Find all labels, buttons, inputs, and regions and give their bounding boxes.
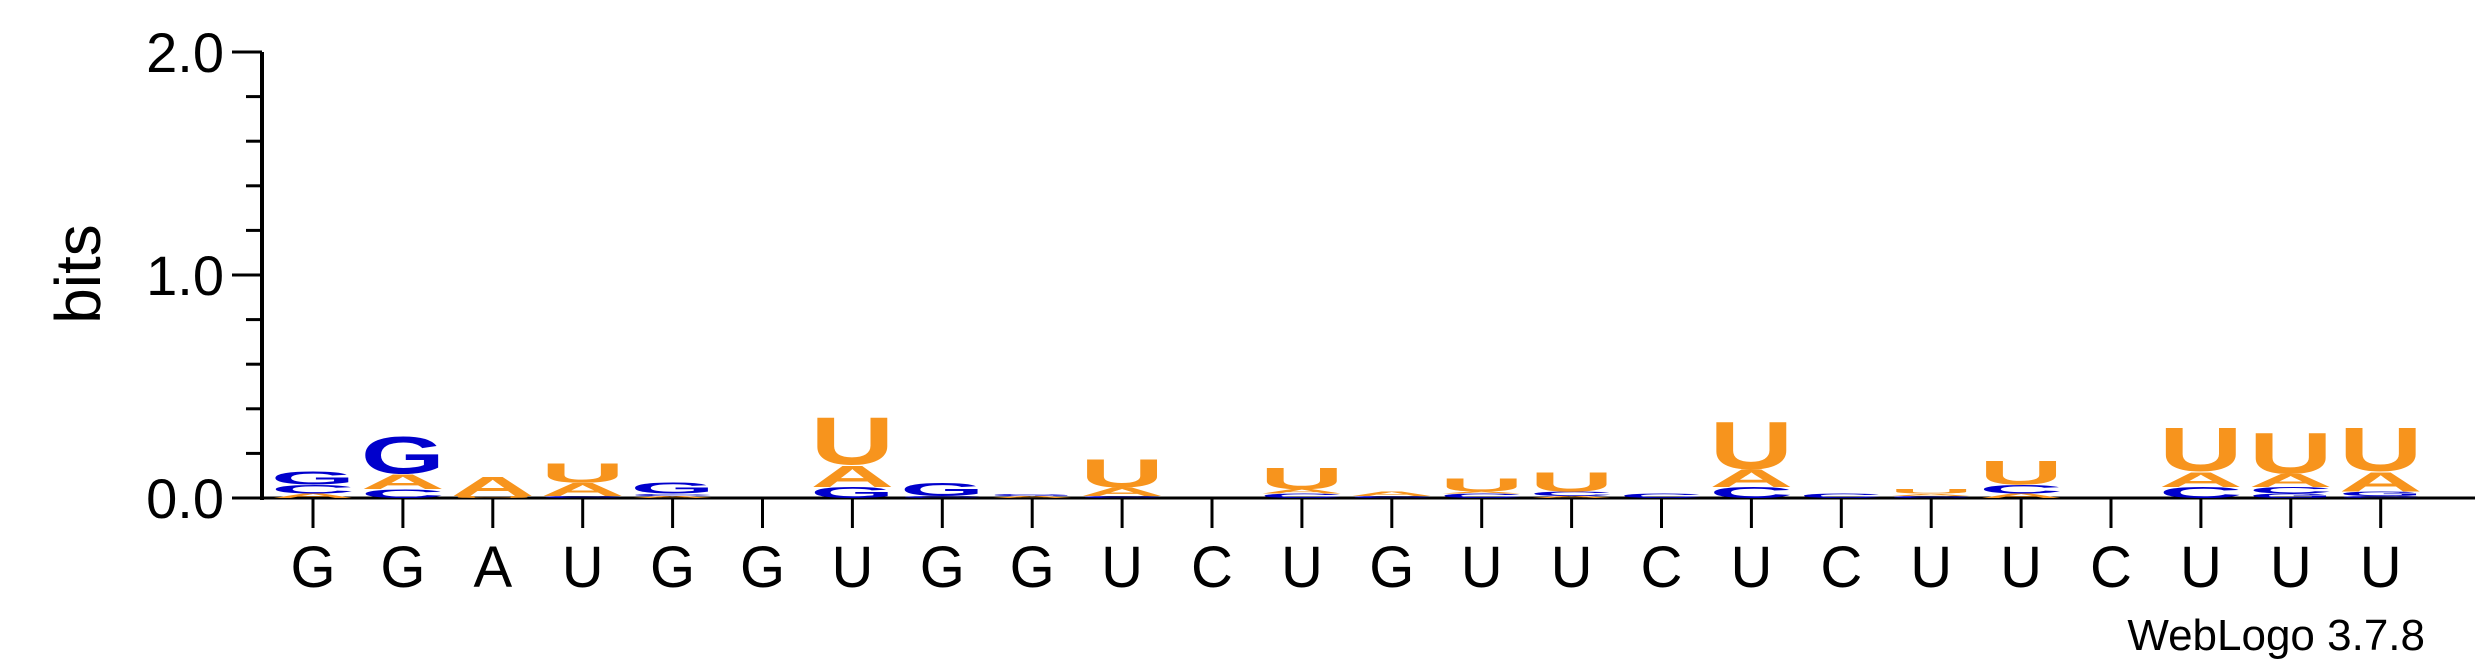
- logo-letter-a: A: [1440, 491, 1524, 494]
- y-axis-label: bits: [42, 224, 114, 324]
- logo-letter-c: C: [1889, 495, 1973, 498]
- x-tick-label: U: [2270, 535, 2312, 600]
- logo-letter-g: G: [631, 480, 715, 497]
- x-tick-label: G: [380, 535, 425, 600]
- x-tick-label: U: [2180, 535, 2222, 600]
- logo-letter-u: U: [1440, 475, 1524, 496]
- logo-letter-u: U: [810, 404, 894, 480]
- logo-letter-c: C: [1350, 495, 1434, 498]
- logo-letter-u: U: [2159, 415, 2243, 484]
- logo-letter-c: C: [1620, 492, 1704, 499]
- x-tick-label: A: [473, 535, 512, 600]
- logo-letter-u: U: [1260, 461, 1344, 496]
- logo-letter-a: A: [631, 495, 715, 498]
- logo-letter-a: A: [361, 469, 445, 493]
- logo-letter-u: U: [2249, 420, 2333, 486]
- logo-letter-c: C: [900, 495, 984, 498]
- logo-letter-a: A: [1889, 493, 1973, 496]
- x-tick-label: C: [2090, 535, 2132, 600]
- logo-letter-g: G: [2249, 492, 2333, 499]
- logo-letter-c: C: [2159, 484, 2243, 501]
- x-tick-label: G: [740, 535, 785, 600]
- logo-letter-c: C: [1530, 490, 1614, 497]
- x-tick-label: U: [831, 535, 873, 600]
- x-tick-label: C: [1641, 535, 1683, 600]
- x-tick-label: U: [562, 535, 604, 600]
- logo-letter-g: G: [900, 479, 984, 500]
- logo-letter-a: A: [2339, 466, 2423, 497]
- logo-letter-g: G: [810, 484, 894, 501]
- logo-letter-c: C: [1080, 495, 1164, 498]
- credit-label: WebLogo 3.7.8: [2127, 611, 2425, 660]
- logo-letter-c: C: [541, 495, 625, 498]
- y-tick-label: 1.0: [146, 244, 224, 307]
- logo-letter-a: A: [1350, 490, 1434, 497]
- logo-letter-u: U: [451, 495, 535, 498]
- logo-letter-c: C: [1260, 492, 1344, 499]
- logo-letter-g: G: [2339, 490, 2423, 497]
- logo-letter-a: A: [2159, 467, 2243, 491]
- logo-letter-u: U: [2339, 415, 2423, 484]
- x-tick-label: G: [650, 535, 695, 600]
- logo-letter-a: A: [1979, 492, 2063, 499]
- logo-letter-u: U: [1080, 451, 1164, 496]
- logo-letter-g: G: [271, 468, 355, 489]
- logo-letter-a: A: [271, 492, 355, 499]
- logo-letter-c: C: [1979, 482, 2063, 496]
- logo-letter-u: U: [541, 457, 625, 488]
- x-tick-label: C: [1820, 535, 1862, 600]
- x-tick-label: G: [1369, 535, 1414, 600]
- logo-letter-u: U: [1979, 454, 2063, 492]
- logo-letter-a: A: [451, 470, 535, 501]
- logo-letter-u: U: [1889, 488, 1973, 495]
- y-ticks: 0.0 1.0 2.0: [146, 21, 262, 530]
- x-tick-label: C: [1191, 535, 1233, 600]
- logo-letter-g: G: [361, 426, 445, 485]
- logo-letter-a: A: [541, 479, 625, 500]
- logo-letter-c: C: [1799, 492, 1883, 499]
- y-tick-label: 0.0: [146, 467, 224, 530]
- y-tick-label: 2.0: [146, 21, 224, 84]
- logo-letter-a: A: [1709, 464, 1793, 492]
- logo-letter-a: A: [1260, 488, 1344, 495]
- x-tick-label: U: [1730, 535, 1772, 600]
- logo-letter-c: C: [631, 493, 715, 496]
- logo-letter-c: C: [2249, 485, 2333, 495]
- logo-letter-a: A: [2249, 470, 2333, 491]
- x-tick-label: U: [1461, 535, 1503, 600]
- x-tick-label: U: [1281, 535, 1323, 600]
- logo-letter-u: U: [1709, 408, 1793, 484]
- logo-letter-g: G: [990, 493, 1074, 496]
- x-tick-label: U: [2000, 535, 2042, 600]
- logo-letter-a: A: [990, 495, 1074, 498]
- x-tick-label: U: [1910, 535, 1952, 600]
- axes: [260, 52, 2475, 500]
- logo-letter-a: A: [1080, 485, 1164, 499]
- logo-letter-c: C: [1440, 492, 1524, 499]
- x-tick-label: U: [1551, 535, 1593, 600]
- logo-letter-a: A: [810, 459, 894, 494]
- x-tick-label: U: [1101, 535, 1143, 600]
- x-tick-label: G: [290, 535, 335, 600]
- logo-letter-c: C: [271, 482, 355, 496]
- x-tick-label: U: [2360, 535, 2402, 600]
- logo-letter-c: C: [361, 487, 445, 501]
- logo-letter-c: C: [2339, 495, 2423, 498]
- logo-letter-u: U: [1530, 466, 1614, 497]
- logo-letter-a: A: [1530, 495, 1614, 498]
- x-tick-label: G: [920, 535, 965, 600]
- x-tick-label: G: [1010, 535, 1055, 600]
- logo-letter-c: C: [1709, 484, 1793, 501]
